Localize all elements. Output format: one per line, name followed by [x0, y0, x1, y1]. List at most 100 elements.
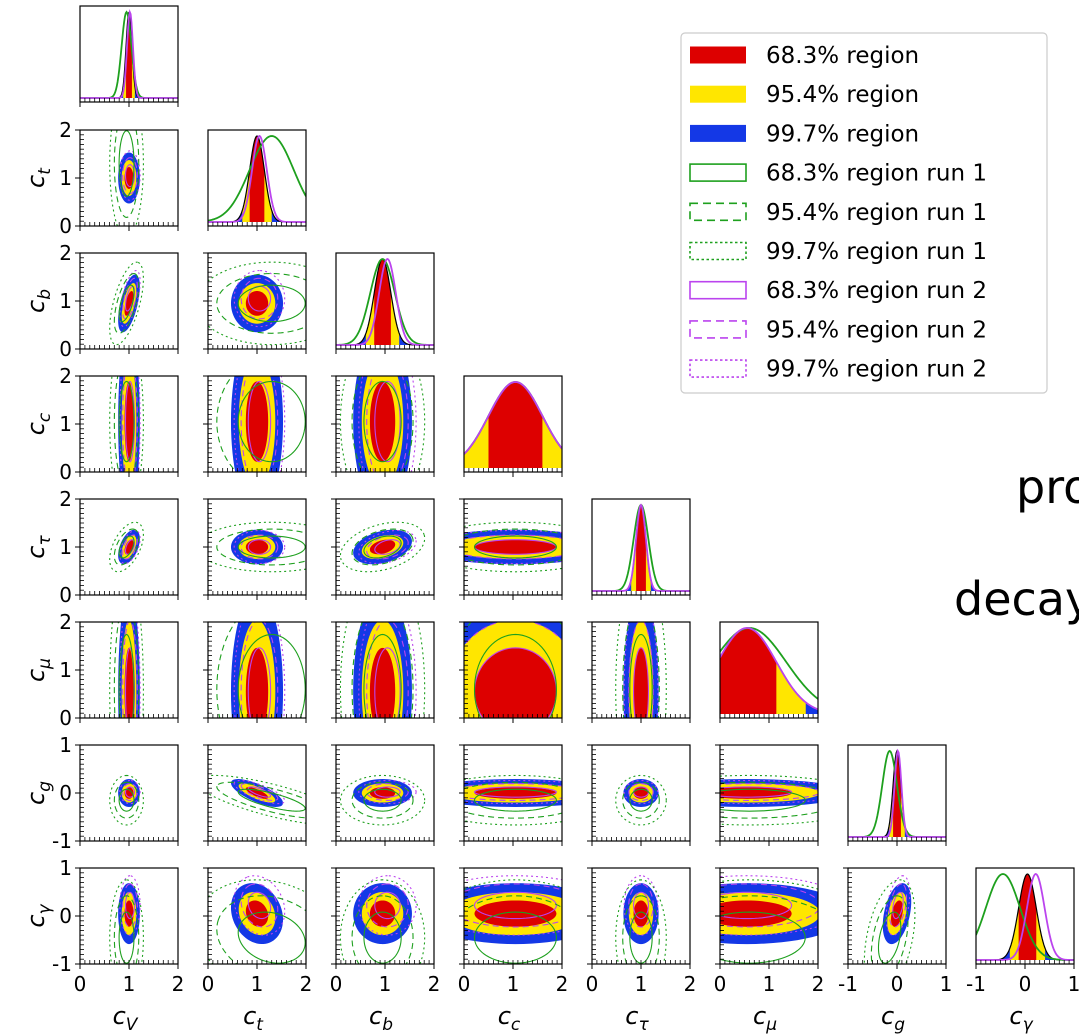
contour-run1-1: [464, 781, 562, 819]
contour-run1-0: [237, 535, 306, 559]
panel-contents: [208, 875, 306, 964]
contour-run2-2: [119, 875, 141, 936]
panel-contents: [464, 521, 562, 573]
contour-run1-1: [464, 528, 562, 566]
panel-cc-cgamma: [459, 867, 563, 969]
x-axis-label-subscript: μ: [765, 1015, 777, 1034]
contour-run2-1: [240, 277, 279, 320]
contour-run2-2: [233, 269, 286, 328]
contour-run1-2: [720, 879, 818, 890]
x-axis-label-cc: cc: [498, 1002, 521, 1034]
contour-run2-1: [720, 883, 818, 928]
contour-run2-0: [124, 380, 136, 463]
panel-contents: [863, 875, 916, 964]
y-tick-label: 1: [59, 412, 72, 436]
panel-contents: [615, 774, 667, 826]
panel-ct-ctau: [203, 498, 307, 600]
x-tick-label: -1: [966, 972, 986, 996]
contour-run1-2: [109, 521, 144, 573]
y-tick-label: 1: [59, 856, 72, 880]
legend-swatch: [690, 85, 746, 103]
legend-label: 68.3% region run 2: [766, 278, 987, 304]
y-axis-label-subscript: γ: [35, 903, 55, 914]
legend-item: 68.3% region run 2: [689, 278, 987, 304]
x-tick-label: 0: [202, 972, 215, 996]
x-axis-label-cb: cb: [369, 1002, 393, 1034]
x-tick-label: 1: [763, 972, 776, 996]
contour-run1-2: [109, 774, 144, 826]
contour-run1-2: [208, 774, 306, 824]
contour-fill-68: [124, 539, 134, 555]
contour-run2-2: [623, 779, 659, 805]
legend-item: 95.4% region run 1: [689, 200, 987, 226]
contour-run1-1: [720, 895, 818, 911]
contour-run1-0: [473, 633, 557, 718]
contour-fill-68: [633, 900, 649, 927]
panel-contents: [615, 875, 667, 964]
legend-item: 95.4% region: [690, 82, 919, 108]
x-tick-label: 0: [1019, 972, 1032, 996]
contour-run1-1: [113, 781, 140, 819]
x-tick-label: 0: [714, 972, 727, 996]
panel-contents: [109, 875, 144, 964]
x-tick-label: 2: [556, 972, 569, 996]
contour-run2-0: [247, 285, 272, 312]
x-tick-label: 1: [251, 972, 264, 996]
contour-run2-2: [119, 529, 141, 565]
contour-run2-1: [366, 883, 409, 928]
panel-contents: [464, 774, 562, 826]
panel-contents: [109, 774, 144, 826]
contour-run2-0: [247, 786, 272, 798]
panel-contents: [208, 774, 306, 824]
y-tick-label: 0: [59, 583, 72, 607]
contour-run1-0: [118, 535, 135, 559]
y-tick-label: 0: [59, 706, 72, 730]
x-tick-label: 0: [74, 972, 87, 996]
x-tick-label: 0: [891, 972, 904, 996]
marginal-band-68: [1018, 874, 1037, 960]
panel-contents: [208, 622, 306, 718]
contour-run1-1: [351, 895, 414, 964]
contour-run1-2: [339, 774, 426, 826]
contour-run1-1: [113, 895, 140, 964]
y-tick-label: 2: [59, 364, 72, 388]
contour-run2-2: [119, 269, 141, 328]
x-axis-label-subscript: τ: [638, 1015, 649, 1034]
panel-contents: [109, 261, 144, 346]
contour-run2-1: [366, 622, 409, 718]
panel-cb-cc: [331, 375, 435, 477]
contour-run1-1: [464, 895, 562, 964]
y-tick-label: 1: [59, 289, 72, 313]
contour-run1-1: [720, 781, 818, 819]
panel-cmu-cmu: [719, 621, 819, 723]
background-text-decay: decay: [954, 572, 1079, 626]
legend-item: 68.3% region run 1: [689, 161, 987, 187]
contour-run1-2: [863, 879, 916, 964]
contour-run1-2: [615, 774, 667, 826]
legend-label: 68.3% region: [766, 43, 919, 69]
panel-cg-cgamma: [843, 867, 947, 969]
x-axis-label-cV: cV: [113, 1002, 139, 1034]
contour-fill-68: [369, 647, 396, 718]
panel-contents: [339, 521, 426, 573]
panel-contents: [109, 130, 144, 226]
panel-contents: [109, 622, 144, 718]
x-tick-label: 2: [684, 972, 697, 996]
marginal-band-68: [720, 628, 777, 714]
panel-ct-cgamma: [203, 867, 307, 969]
contour-run2-2: [233, 622, 286, 718]
marginal-curve-run1: [208, 135, 306, 222]
panel-cc-ctau: [459, 498, 563, 600]
contour-run2-1: [720, 783, 818, 801]
legend-swatch: [690, 46, 746, 64]
legend-item: 99.7% region run 1: [689, 239, 987, 265]
x-tick-label: 1: [123, 972, 136, 996]
contour-run2-0: [374, 786, 401, 798]
panel-contents: [208, 376, 306, 472]
contour-run1-0: [118, 911, 135, 964]
contour-fill-68: [245, 381, 269, 462]
contour-run2-2: [358, 875, 417, 936]
y-axis-label-subscript: c: [35, 412, 55, 422]
contour-run1-0: [237, 284, 306, 323]
contour-run2-0: [720, 891, 793, 920]
